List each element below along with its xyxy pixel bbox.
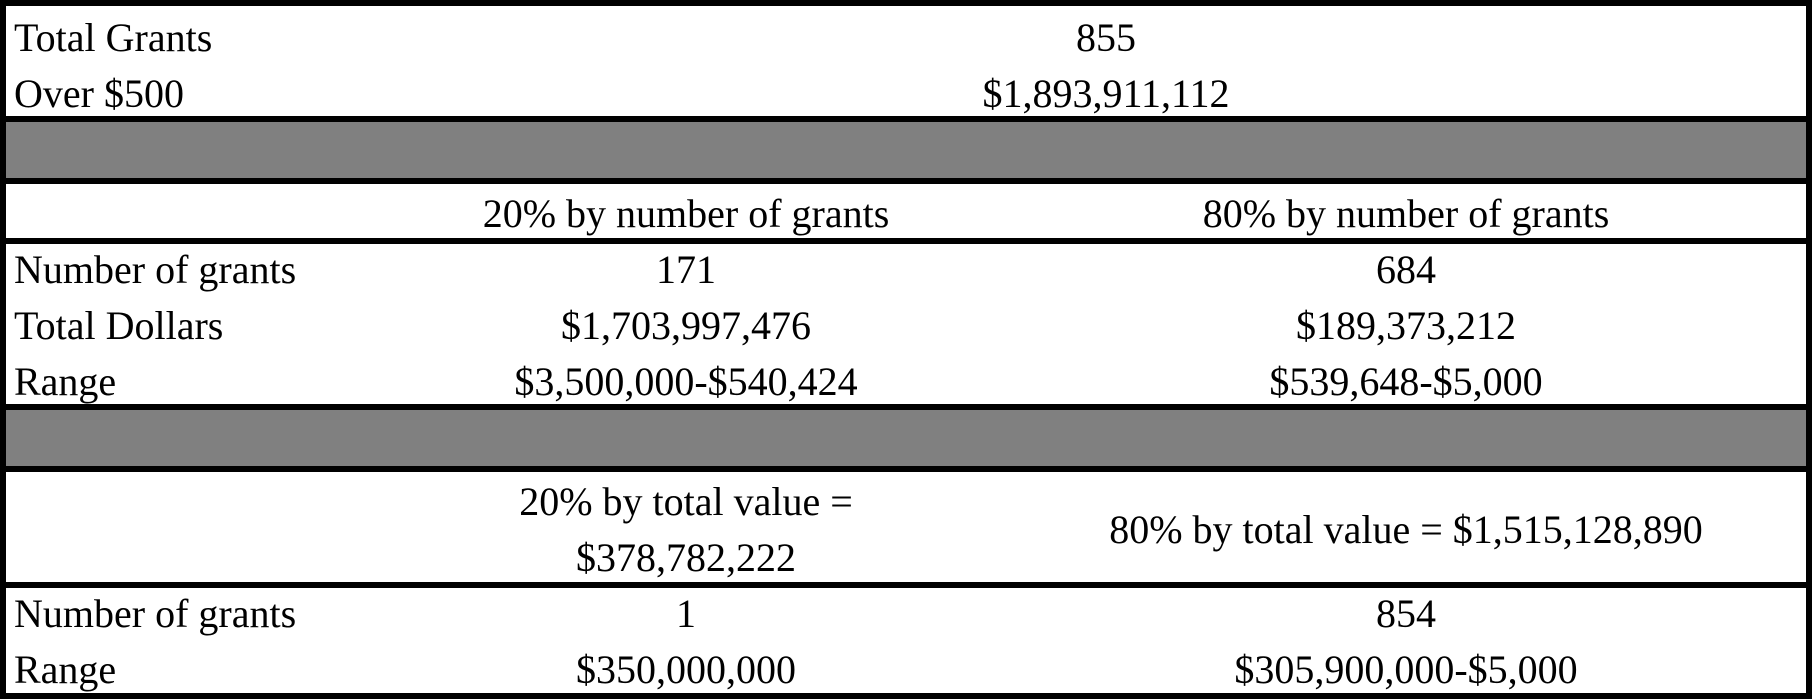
by-number-dollars-col1: $1,703,997,476 xyxy=(561,303,811,348)
over-500-label: Over $500 xyxy=(14,71,184,116)
by-value-col1-header-line2: $378,782,222 xyxy=(576,535,796,580)
by-number-range-label: Range xyxy=(14,359,117,404)
divider xyxy=(6,582,1806,588)
by-number-dollars-label: Total Dollars xyxy=(14,303,224,348)
divider xyxy=(6,178,1806,184)
by-number-count-col1: 171 xyxy=(656,247,716,292)
by-number-col1-header: 20% by number of grants xyxy=(482,191,890,236)
by-value-count-col2: 854 xyxy=(1376,591,1436,636)
divider xyxy=(6,404,1806,410)
by-value-range-label: Range xyxy=(14,647,117,692)
total-grants-amount: $1,893,911,112 xyxy=(982,71,1230,116)
gray-spacer-band xyxy=(6,410,1806,466)
by-number-range-col2: $539,648-$5,000 xyxy=(1269,359,1543,404)
by-number-count-col2: 684 xyxy=(1376,247,1436,292)
total-grants-count: 855 xyxy=(1076,15,1136,60)
divider xyxy=(6,238,1806,244)
by-number-count-label: Number of grants xyxy=(14,247,297,292)
by-value-count-label: Number of grants xyxy=(14,591,297,636)
by-number-col2-header: 80% by number of grants xyxy=(1202,191,1610,236)
by-value-col1-header-line1: 20% by total value = xyxy=(519,479,853,524)
divider xyxy=(6,116,1806,122)
by-value-col2-header: 80% by total value = $1,515,128,890 xyxy=(1109,507,1703,552)
by-number-dollars-col2: $189,373,212 xyxy=(1296,303,1516,348)
divider xyxy=(6,466,1806,472)
gray-spacer-band xyxy=(6,122,1806,178)
by-value-range-col2: $305,900,000-$5,000 xyxy=(1234,647,1578,692)
by-value-range-col1: $350,000,000 xyxy=(576,647,796,692)
by-number-range-col1: $3,500,000-$540,424 xyxy=(514,359,858,404)
by-value-count-col1: 1 xyxy=(676,591,696,636)
total-grants-label: Total Grants xyxy=(14,15,213,60)
